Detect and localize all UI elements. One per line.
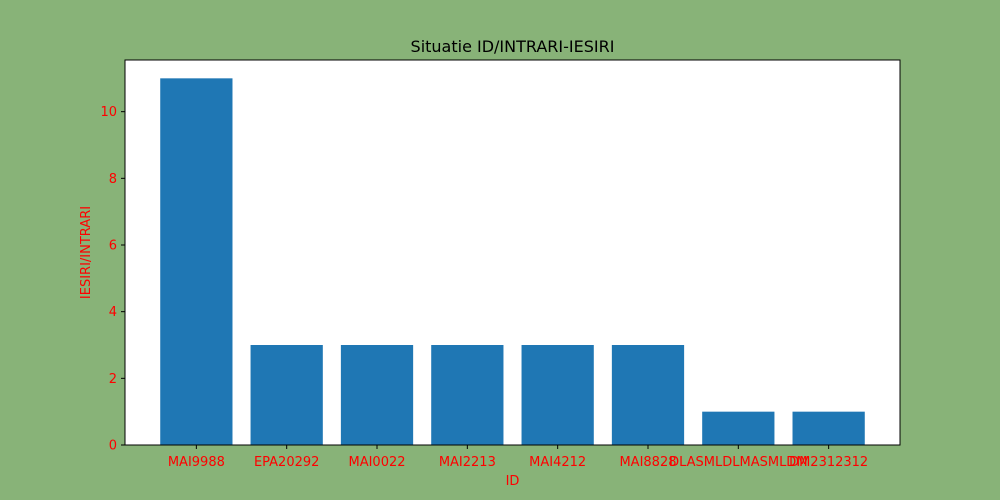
y-tick-label: 4 [109,305,117,320]
bar-mai8828 [611,345,685,445]
bar-mai4212 [521,345,594,445]
x-axis-label: ID [506,474,520,489]
bar-mai9988 [160,78,233,445]
bar-mai2213 [431,345,504,445]
x-tick-label: DM2312312 [789,455,868,470]
y-tick-label: 0 [109,439,117,454]
x-tick-label: MAI0022 [348,455,405,470]
y-axis-label: IESIRI/INTRARI [79,206,94,299]
x-tick-label: MAI8828 [619,455,676,470]
x-axis-ticks: MAI9988 EPA20292 MAI0022 MAI2213 MAI4212 MAI8… [168,445,868,470]
plot-area [125,60,900,445]
y-tick-label: 10 [100,105,117,120]
y-axis-ticks: 0 2 4 6 8 10 [100,105,125,454]
x-tick-label: DLASMLDLMASMLDM [669,455,807,470]
x-tick-label: EPA20292 [254,455,319,470]
y-tick-label: 2 [109,372,117,387]
bar-epa20292 [250,345,323,445]
x-tick-label: MAI4212 [529,455,586,470]
bar-dlasmldlmasmldm [702,411,775,445]
bar-mai0022 [340,345,414,445]
y-tick-label: 8 [109,172,117,187]
x-tick-label: MAI9988 [168,455,225,470]
plot-frame [124,59,901,446]
chart-title: Situatie ID/INTRARI-IESIRI [411,37,615,56]
x-tick-label: MAI2213 [439,455,496,470]
bar-dm2312312 [792,411,865,445]
y-tick-label: 6 [109,239,117,254]
bars-group [160,78,865,445]
